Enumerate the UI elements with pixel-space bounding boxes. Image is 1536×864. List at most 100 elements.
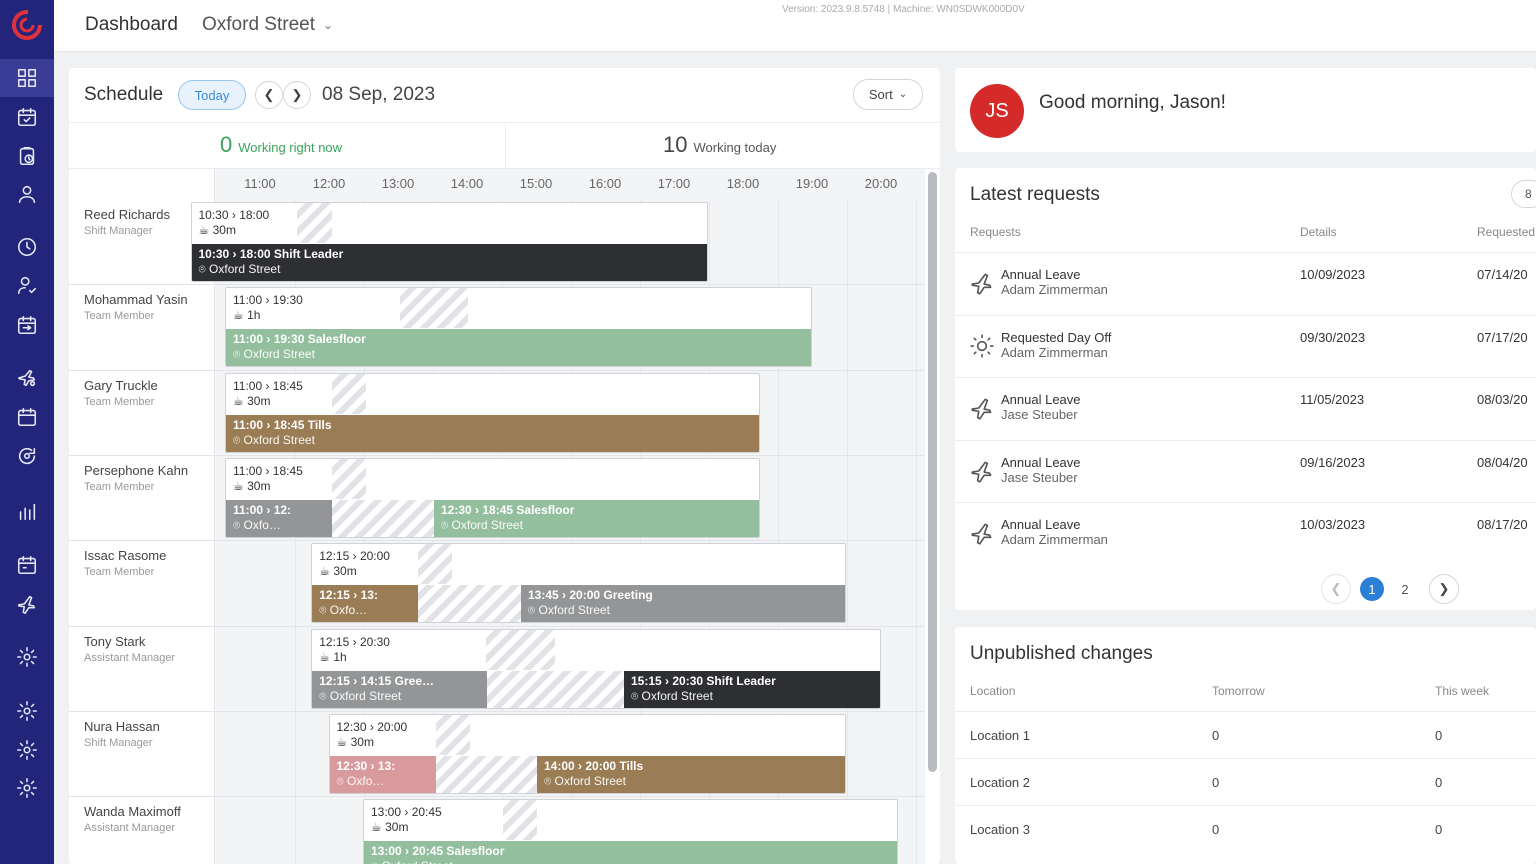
hour-label: 19:00 (795, 176, 829, 191)
unpublished-row[interactable]: Location 3 0 0 (955, 805, 1536, 852)
sidebar-item-5[interactable] (0, 228, 54, 266)
working-today-stat: 10 Working today (663, 132, 776, 158)
segment-location: Oxford Street (641, 688, 713, 703)
employee-name[interactable]: Issac Rasome (84, 548, 167, 564)
shift-segment[interactable]: 14:00 › 20:00 Tills ⌾ Oxford Street (537, 755, 846, 793)
shift-time: 12:30 › 20:00 (336, 719, 408, 734)
grid-icon (17, 68, 37, 88)
shift-segment[interactable]: 12:30 › 18:45 Salesfloor ⌾ Oxford Street (434, 499, 759, 537)
hour-label: 15:00 (519, 176, 553, 191)
sidebar-item-13[interactable] (0, 585, 54, 623)
employee-info: Reed Richards Shift Manager (84, 207, 170, 237)
gear-icon (17, 740, 37, 760)
app-logo-icon[interactable] (10, 8, 44, 42)
unpublished-row[interactable]: Location 2 0 0 (955, 758, 1536, 805)
user-icon (18, 185, 36, 204)
row-separator (69, 454, 925, 456)
employee-name[interactable]: Tony Stark (84, 633, 146, 649)
employee-name[interactable]: Mohammad Yasin (84, 292, 188, 308)
request-row[interactable]: Annual Leave Jase Steuber 11/05/2023 08/03/… (955, 377, 1536, 439)
request-row[interactable]: Annual Leave Adam Zimmerman 10/09/2023 07/1… (955, 252, 1536, 314)
sidebar-item-16[interactable] (0, 731, 54, 769)
shift-block[interactable]: 10:30 › 18:00 ☕︎ 30m 10:30 › 18:00 Shift L… (190, 202, 708, 282)
shift-block[interactable]: 11:00 › 18:45 ☕︎ 30m 11:00 › 12: ⌾ Oxfo… 12… (225, 457, 760, 538)
shift-block[interactable]: 11:00 › 18:45 ☕︎ 30m 11:00 › 18:45 Tills ⌾ … (225, 372, 760, 453)
shift-block[interactable]: 12:15 › 20:30 ☕︎ 1h 12:15 › 14:15 Gree… ⌾ O… (311, 628, 881, 709)
sidebar-item-9[interactable] (0, 398, 54, 436)
page-1-button[interactable]: 1 (1360, 577, 1384, 601)
employee-name[interactable]: Wanda Maximoff (84, 804, 181, 820)
employee-name[interactable]: Nura Hassan (84, 718, 160, 734)
sidebar-item-4[interactable] (0, 175, 54, 213)
sidebar (0, 0, 54, 864)
location-pin-icon: ⌾ (336, 773, 344, 788)
break-hatch (436, 714, 470, 755)
sidebar-item-7[interactable] (0, 306, 54, 344)
employee-name[interactable]: Reed Richards (84, 207, 170, 222)
employee-info: Nura Hassan Shift Manager (84, 719, 160, 749)
shift-segment[interactable]: 10:30 › 18:00 Shift Leader ⌾ Oxford Stree… (191, 244, 708, 281)
requests-title: Latest requests (970, 184, 1100, 205)
employee-name[interactable]: Persephone Kahn (84, 462, 189, 478)
plane-icon (969, 270, 995, 296)
shift-segment[interactable]: 11:00 › 19:30 Salesfloor ⌾ Oxford Street (226, 329, 811, 367)
sidebar-item-1[interactable] (0, 59, 54, 97)
sidebar-item-17[interactable] (0, 769, 54, 807)
break-duration: 30m (385, 820, 409, 835)
request-row[interactable]: Requested Day Off Adam Zimmerman 09/30/202… (955, 314, 1536, 377)
sidebar-item-3[interactable] (0, 137, 54, 175)
employee-info: Tony Stark Assistant Manager (84, 634, 175, 664)
segment-role: Salesfloor (446, 844, 505, 859)
location-selector[interactable]: Oxford Street ⌄ (202, 14, 333, 36)
shift-time: 11:00 › 19:30 (233, 293, 303, 308)
employee-name[interactable]: Gary Truckle (84, 377, 158, 393)
break-gap (332, 499, 434, 537)
sidebar-item-11[interactable] (0, 492, 54, 530)
sidebar-item-10[interactable] (0, 437, 54, 475)
location-pin-icon: ⌾ (319, 603, 327, 618)
schedule-scrollbar[interactable] (928, 172, 937, 772)
sidebar-item-6[interactable] (0, 266, 54, 304)
requests-count-badge[interactable]: 8 (1511, 180, 1536, 208)
shift-segment[interactable]: 12:15 › 14:15 Gree… ⌾ Oxford Street (312, 670, 487, 708)
shift-segment[interactable]: 15:15 › 20:30 Shift Leader ⌾ Oxford Stree… (624, 670, 880, 708)
gear-icon (17, 647, 37, 667)
sort-button[interactable]: Sort ⌄ (853, 79, 923, 110)
request-row[interactable]: Annual Leave Jase Steuber 09/16/2023 08/04/… (955, 439, 1536, 502)
request-type: Annual Leave (1001, 267, 1081, 282)
segment-time: 11:00 › 12: (233, 502, 292, 517)
shift-block[interactable]: 13:00 › 20:45 ☕︎ 30m 13:00 › 20:45 Salesfl… (363, 799, 898, 864)
shift-summary: 12:15 › 20:30 ☕︎ 1h (319, 635, 390, 665)
sidebar-item-15[interactable] (0, 692, 54, 730)
shift-segment[interactable]: 13:00 › 20:45 Salesfloor ⌾ Oxford Street (364, 841, 897, 864)
page-2-button[interactable]: 2 (1401, 581, 1409, 597)
shift-segment[interactable]: 11:00 › 18:45 Tills ⌾ Oxford Street (226, 414, 759, 452)
row-separator (69, 284, 925, 286)
request-row[interactable]: Annual Leave Adam Zimmerman 10/03/2023 08/1… (955, 502, 1536, 564)
break-gap (487, 670, 624, 708)
today-button[interactable]: Today (178, 80, 246, 110)
previous-page-button[interactable]: ❮ (1321, 574, 1351, 604)
next-page-button[interactable]: ❯ (1429, 574, 1459, 604)
shift-block[interactable]: 12:15 › 20:00 ☕︎ 30m 12:15 › 13: ⌾ Oxfo… 13… (311, 543, 846, 624)
shift-segment[interactable]: 11:00 › 12: ⌾ Oxfo… (226, 499, 332, 537)
previous-day-button[interactable]: ❮ (255, 81, 283, 109)
unpublished-row[interactable]: Location 1 0 0 (955, 711, 1536, 758)
employee-role: Assistant Manager (84, 822, 176, 835)
avatar[interactable]: JS (970, 84, 1024, 138)
sidebar-item-2[interactable] (0, 98, 54, 136)
next-day-button[interactable]: ❯ (283, 81, 311, 109)
shift-segment[interactable]: 12:15 › 13: ⌾ Oxfo… (312, 585, 418, 623)
request-details: 10/09/2023 (1300, 267, 1366, 282)
shift-segment[interactable]: 13:45 › 20:00 Greeting ⌾ Oxford Street (521, 585, 846, 623)
shift-segment[interactable]: 12:30 › 13: ⌾ Oxfo… (329, 755, 436, 793)
sidebar-item-12[interactable] (0, 546, 54, 584)
sidebar-item-14[interactable] (0, 638, 54, 676)
sidebar-item-8[interactable] (0, 359, 54, 397)
request-details: 09/30/2023 (1300, 329, 1366, 345)
chevron-left-icon: ❮ (263, 87, 275, 102)
shift-block[interactable]: 12:30 › 20:00 ☕︎ 30m 12:30 › 13: ⌾ Oxfo… 14… (328, 713, 846, 794)
shift-block[interactable]: 11:00 › 19:30 ☕︎ 1h 11:00 › 19:30 Salesflo… (225, 287, 812, 368)
plane-settings-icon (17, 369, 36, 387)
gear-icon (17, 778, 37, 798)
